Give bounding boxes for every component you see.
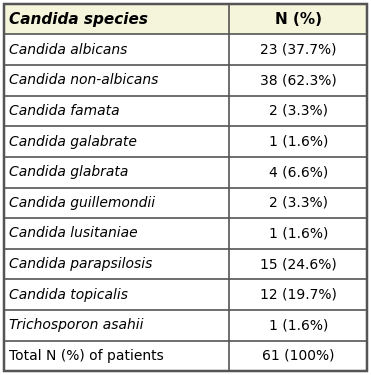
Text: Candida lusitaniae: Candida lusitaniae — [9, 226, 138, 240]
Text: Candida albicans: Candida albicans — [9, 43, 128, 57]
Text: Total N (%) of patients: Total N (%) of patients — [9, 349, 164, 363]
Text: 1 (1.6%): 1 (1.6%) — [269, 226, 328, 240]
Text: Candida parapsilosis: Candida parapsilosis — [9, 257, 152, 271]
Text: Candida species: Candida species — [9, 12, 148, 27]
Bar — [4, 4, 367, 34]
Text: Candida famata: Candida famata — [9, 104, 120, 118]
Text: 2 (3.3%): 2 (3.3%) — [269, 104, 328, 118]
Text: 1 (1.6%): 1 (1.6%) — [269, 318, 328, 332]
Text: Candida non-albicans: Candida non-albicans — [9, 74, 159, 87]
Text: Candida topicalis: Candida topicalis — [9, 288, 128, 302]
Text: 4 (6.6%): 4 (6.6%) — [269, 165, 328, 179]
Text: 1 (1.6%): 1 (1.6%) — [269, 135, 328, 148]
Text: Trichosporon asahii: Trichosporon asahii — [9, 318, 144, 332]
Text: Candida guillemondii: Candida guillemondii — [9, 196, 155, 210]
Text: 15 (24.6%): 15 (24.6%) — [260, 257, 336, 271]
Text: 12 (19.7%): 12 (19.7%) — [260, 288, 336, 302]
Text: N (%): N (%) — [275, 12, 322, 27]
Text: 23 (37.7%): 23 (37.7%) — [260, 43, 336, 57]
Text: 2 (3.3%): 2 (3.3%) — [269, 196, 328, 210]
Text: 61 (100%): 61 (100%) — [262, 349, 335, 363]
Text: 38 (62.3%): 38 (62.3%) — [260, 74, 336, 87]
Text: Candida galabrate: Candida galabrate — [9, 135, 137, 148]
Text: Candida glabrata: Candida glabrata — [9, 165, 129, 179]
